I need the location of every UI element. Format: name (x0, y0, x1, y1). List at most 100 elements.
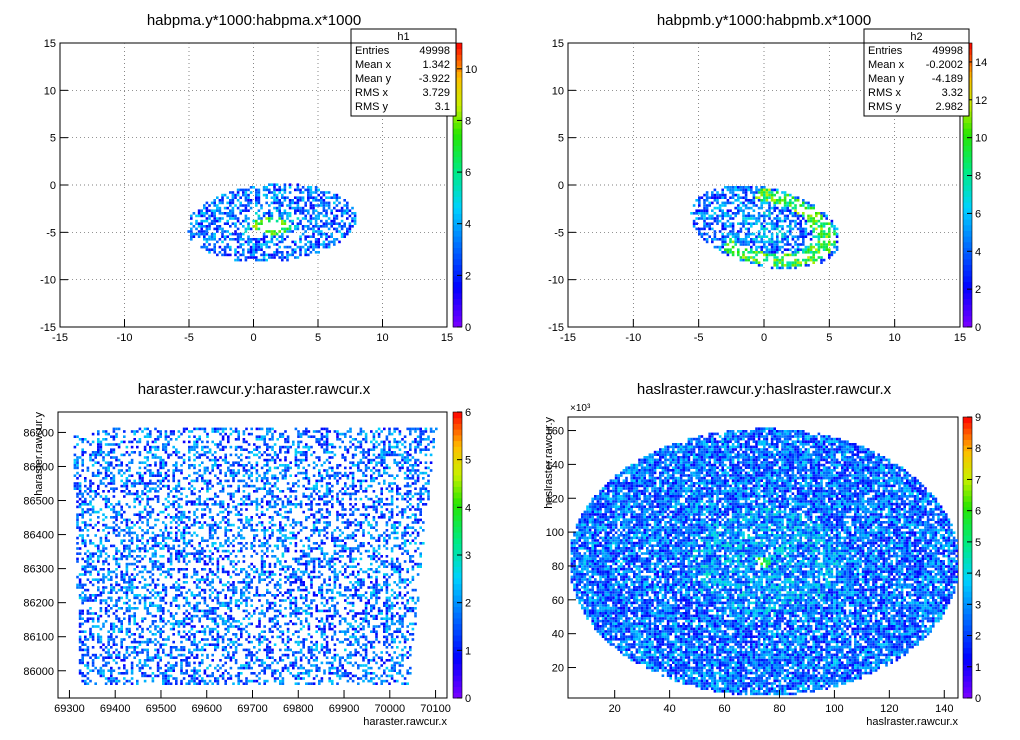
x-tick-label: 120 (880, 703, 898, 715)
x-tick-label: 100 (825, 703, 843, 715)
x-tick-label: -5 (694, 332, 704, 344)
stats-label: Entries (355, 45, 390, 57)
z-tick-label: 6 (975, 208, 981, 220)
stats-value: 2.982 (935, 101, 963, 113)
x-tick-label: 70000 (374, 703, 405, 715)
x-tick-label: 15 (954, 332, 966, 344)
y-tick-label: 86200 (23, 598, 54, 610)
y-tick-label: 10 (44, 85, 56, 97)
stats-label: RMS y (355, 101, 389, 113)
stats-value: 1.342 (422, 59, 450, 71)
z-tick-label: 6 (975, 506, 981, 518)
z-tick-label: 5 (975, 537, 981, 549)
z-tick-label: 0 (465, 322, 471, 334)
x-tick-label: 69500 (146, 703, 177, 715)
stats-value: 3.729 (422, 87, 450, 99)
stats-value: -3.922 (419, 73, 450, 85)
x-axis-label: haslraster.rawcur.x (866, 716, 958, 728)
chart-title: haraster.rawcur.y:haraster.rawcur.x (138, 381, 371, 398)
x-tick-label: 69300 (54, 703, 85, 715)
y-tick-label: 100 (546, 527, 564, 539)
y-axis-label: haslraster.rawcur.y (543, 417, 555, 509)
z-tick-label: 1 (465, 645, 471, 657)
y-tick-label: 0 (558, 180, 564, 192)
z-tick-label: 10 (975, 133, 987, 145)
y-tick-label: 80 (552, 561, 564, 573)
x-tick-label: 10 (889, 332, 901, 344)
z-tick-label: 0 (975, 322, 981, 334)
z-tick-label: 14 (975, 57, 987, 69)
chart-title: habpmb.y*1000:habpmb.x*1000 (657, 12, 871, 29)
y-tick-label: 0 (50, 180, 56, 192)
y-tick-label: -10 (40, 275, 56, 287)
z-tick-label: 0 (465, 693, 471, 705)
z-tick-label: 2 (465, 270, 471, 282)
stats-name: h2 (910, 31, 922, 43)
stats-label: Mean y (868, 73, 905, 85)
y-tick-label: 86400 (23, 530, 54, 542)
y-tick-label: 40 (552, 629, 564, 641)
y-tick-label: -5 (46, 227, 56, 239)
stats-value: -4.189 (932, 73, 963, 85)
y-axis-label: haraster.rawcur.y (33, 412, 45, 496)
stats-value: -0.2002 (926, 59, 963, 71)
z-tick-label: 10 (465, 64, 477, 76)
x-tick-label: 10 (376, 332, 388, 344)
chart-panel-2: habpmb.y*1000:habpmb.x*1000 -15 -10 -5 0 5 10 1… (548, 12, 987, 344)
chart-panel-3: haraster.rawcur.y:haraster.rawcur.x 69300… (23, 381, 471, 728)
stats-name: h1 (397, 31, 409, 43)
z-tick-label: 8 (975, 171, 981, 183)
z-tick-label: 2 (465, 598, 471, 610)
x-tick-label: 69400 (100, 703, 131, 715)
x-tick-label: 5 (315, 332, 321, 344)
y-tick-label: 5 (50, 133, 56, 145)
x-tick-label: 15 (441, 332, 453, 344)
z-tick-label: 9 (975, 412, 981, 424)
stats-label: Mean x (355, 59, 392, 71)
y-tick-label: -15 (40, 322, 56, 334)
y-axis-exponent: ×10³ (570, 403, 591, 414)
z-tick-label: 6 (465, 167, 471, 179)
x-tick-label: -10 (625, 332, 641, 344)
z-tick-label: 3 (975, 599, 981, 611)
y-tick-label: 60 (552, 595, 564, 607)
stats-value: 3.32 (942, 87, 963, 99)
x-tick-label: 80 (773, 703, 785, 715)
y-tick-label: 20 (552, 663, 564, 675)
chart-title: habpma.y*1000:habpma.x*1000 (147, 12, 361, 29)
x-tick-label: 69800 (283, 703, 314, 715)
x-tick-label: 69600 (191, 703, 222, 715)
z-tick-label: 1 (975, 662, 981, 674)
z-tick-label: 8 (465, 115, 471, 127)
density-cells (571, 427, 958, 695)
x-tick-label: 70100 (420, 703, 451, 715)
y-tick-label: -5 (554, 227, 564, 239)
z-tick-label: 6 (465, 407, 471, 419)
stats-label: Entries (868, 45, 903, 57)
x-tick-label: 40 (663, 703, 675, 715)
y-tick-label: 86500 (23, 496, 54, 508)
y-tick-label: 5 (558, 133, 564, 145)
y-tick-label: 15 (552, 38, 564, 50)
z-tick-label: 2 (975, 284, 981, 296)
y-tick-label: 86300 (23, 564, 54, 576)
z-tick-label: 3 (465, 550, 471, 562)
y-tick-label: 15 (44, 38, 56, 50)
z-tick-label: 12 (975, 95, 987, 107)
stats-value: 3.1 (435, 101, 450, 113)
z-tick-label: 0 (975, 693, 981, 705)
x-tick-label: 69700 (237, 703, 268, 715)
stats-label: RMS x (868, 87, 902, 99)
x-tick-label: -10 (117, 332, 133, 344)
x-tick-label: 5 (826, 332, 832, 344)
stats-label: Mean x (868, 59, 905, 71)
chart-panel-1: habpma.y*1000:habpma.x*1000 -15 -10 -5 0 5 10 1… (40, 12, 477, 344)
y-tick-label: -15 (548, 322, 564, 334)
y-tick-label: -10 (548, 275, 564, 287)
x-tick-label: 20 (609, 703, 621, 715)
